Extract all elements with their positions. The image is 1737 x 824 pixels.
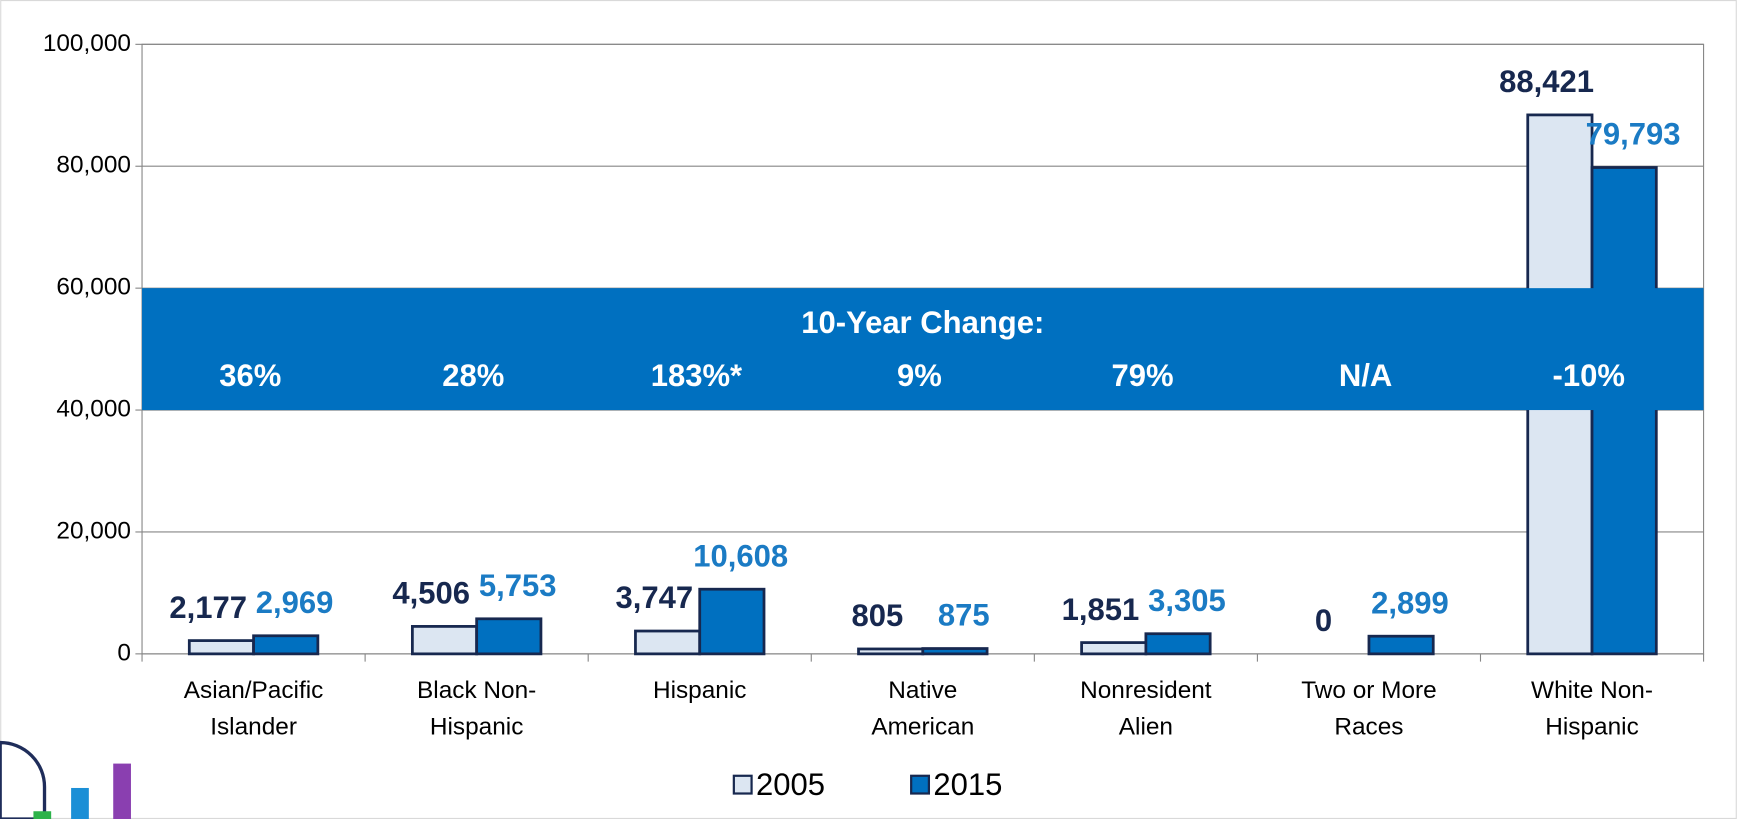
value-label: 88,421 xyxy=(1499,64,1594,99)
legend-swatch xyxy=(910,774,931,795)
legend-swatch xyxy=(732,774,753,795)
logo-bar xyxy=(71,787,89,819)
value-label: 4,506 xyxy=(392,576,470,611)
logo xyxy=(0,740,131,821)
annotation-title: 10-Year Change: xyxy=(801,305,1044,340)
logo-ring xyxy=(0,740,47,821)
annotation-band xyxy=(142,288,1704,411)
value-label: 0 xyxy=(1315,603,1332,638)
annotation-change: 183%* xyxy=(651,358,743,393)
bar xyxy=(187,639,255,656)
x-tick-label: Alien xyxy=(1119,714,1173,741)
x-tick-label: Hispanic xyxy=(653,677,746,704)
bar xyxy=(634,629,702,656)
x-tick-label: Nonresident xyxy=(1080,677,1212,704)
value-label: 1,851 xyxy=(1062,592,1140,627)
legend-label: 2015 xyxy=(933,767,1002,802)
x-tick-label: Black Non- xyxy=(417,677,536,704)
value-label: 3,747 xyxy=(615,580,693,615)
annotation-change: 9% xyxy=(897,358,942,393)
value-label: 875 xyxy=(938,598,990,633)
value-label: 2,969 xyxy=(256,585,334,620)
y-tick-label: 100,000 xyxy=(43,30,131,57)
x-tick-label: Hispanic xyxy=(430,714,523,741)
annotation-change: 36% xyxy=(219,358,281,393)
x-tick-label: White Non- xyxy=(1531,677,1653,704)
logo-bar xyxy=(113,763,131,819)
x-tick-label: Native xyxy=(888,677,957,704)
x-tick-label: Asian/Pacific xyxy=(184,677,324,704)
value-label: 2,177 xyxy=(169,590,247,625)
annotation-change: -10% xyxy=(1553,358,1625,393)
value-label: 10,608 xyxy=(693,538,788,573)
value-label: 79,793 xyxy=(1586,117,1681,152)
y-tick-label: 20,000 xyxy=(56,517,131,544)
bar xyxy=(252,634,320,656)
value-label: 805 xyxy=(851,598,903,633)
annotation-change: N/A xyxy=(1339,358,1392,393)
bar xyxy=(410,625,479,656)
bar xyxy=(698,587,766,656)
bar xyxy=(1080,641,1148,656)
x-tick-label: Islander xyxy=(210,714,297,741)
logo-bar xyxy=(33,811,52,819)
value-label: 2,899 xyxy=(1371,585,1449,620)
bar xyxy=(475,617,543,656)
x-tick-label: Two or More xyxy=(1301,677,1436,704)
y-tick-label: 40,000 xyxy=(56,395,131,422)
bar xyxy=(921,647,989,656)
x-tick-label: Hispanic xyxy=(1545,714,1638,741)
legend-label: 2005 xyxy=(756,767,825,802)
annotation-change: 79% xyxy=(1112,358,1174,393)
bar xyxy=(857,647,925,656)
bar xyxy=(1367,634,1435,656)
y-tick-label: 60,000 xyxy=(56,274,131,301)
x-tick-label: American xyxy=(871,714,974,741)
annotation-change: 28% xyxy=(442,358,504,393)
value-label: 5,753 xyxy=(479,568,557,603)
bar xyxy=(1144,632,1212,656)
y-tick-label: 80,000 xyxy=(56,152,131,179)
x-tick-label: Races xyxy=(1334,714,1403,741)
bar xyxy=(1590,166,1658,656)
y-tick-label: 0 xyxy=(117,639,131,666)
value-label: 3,305 xyxy=(1148,583,1226,618)
